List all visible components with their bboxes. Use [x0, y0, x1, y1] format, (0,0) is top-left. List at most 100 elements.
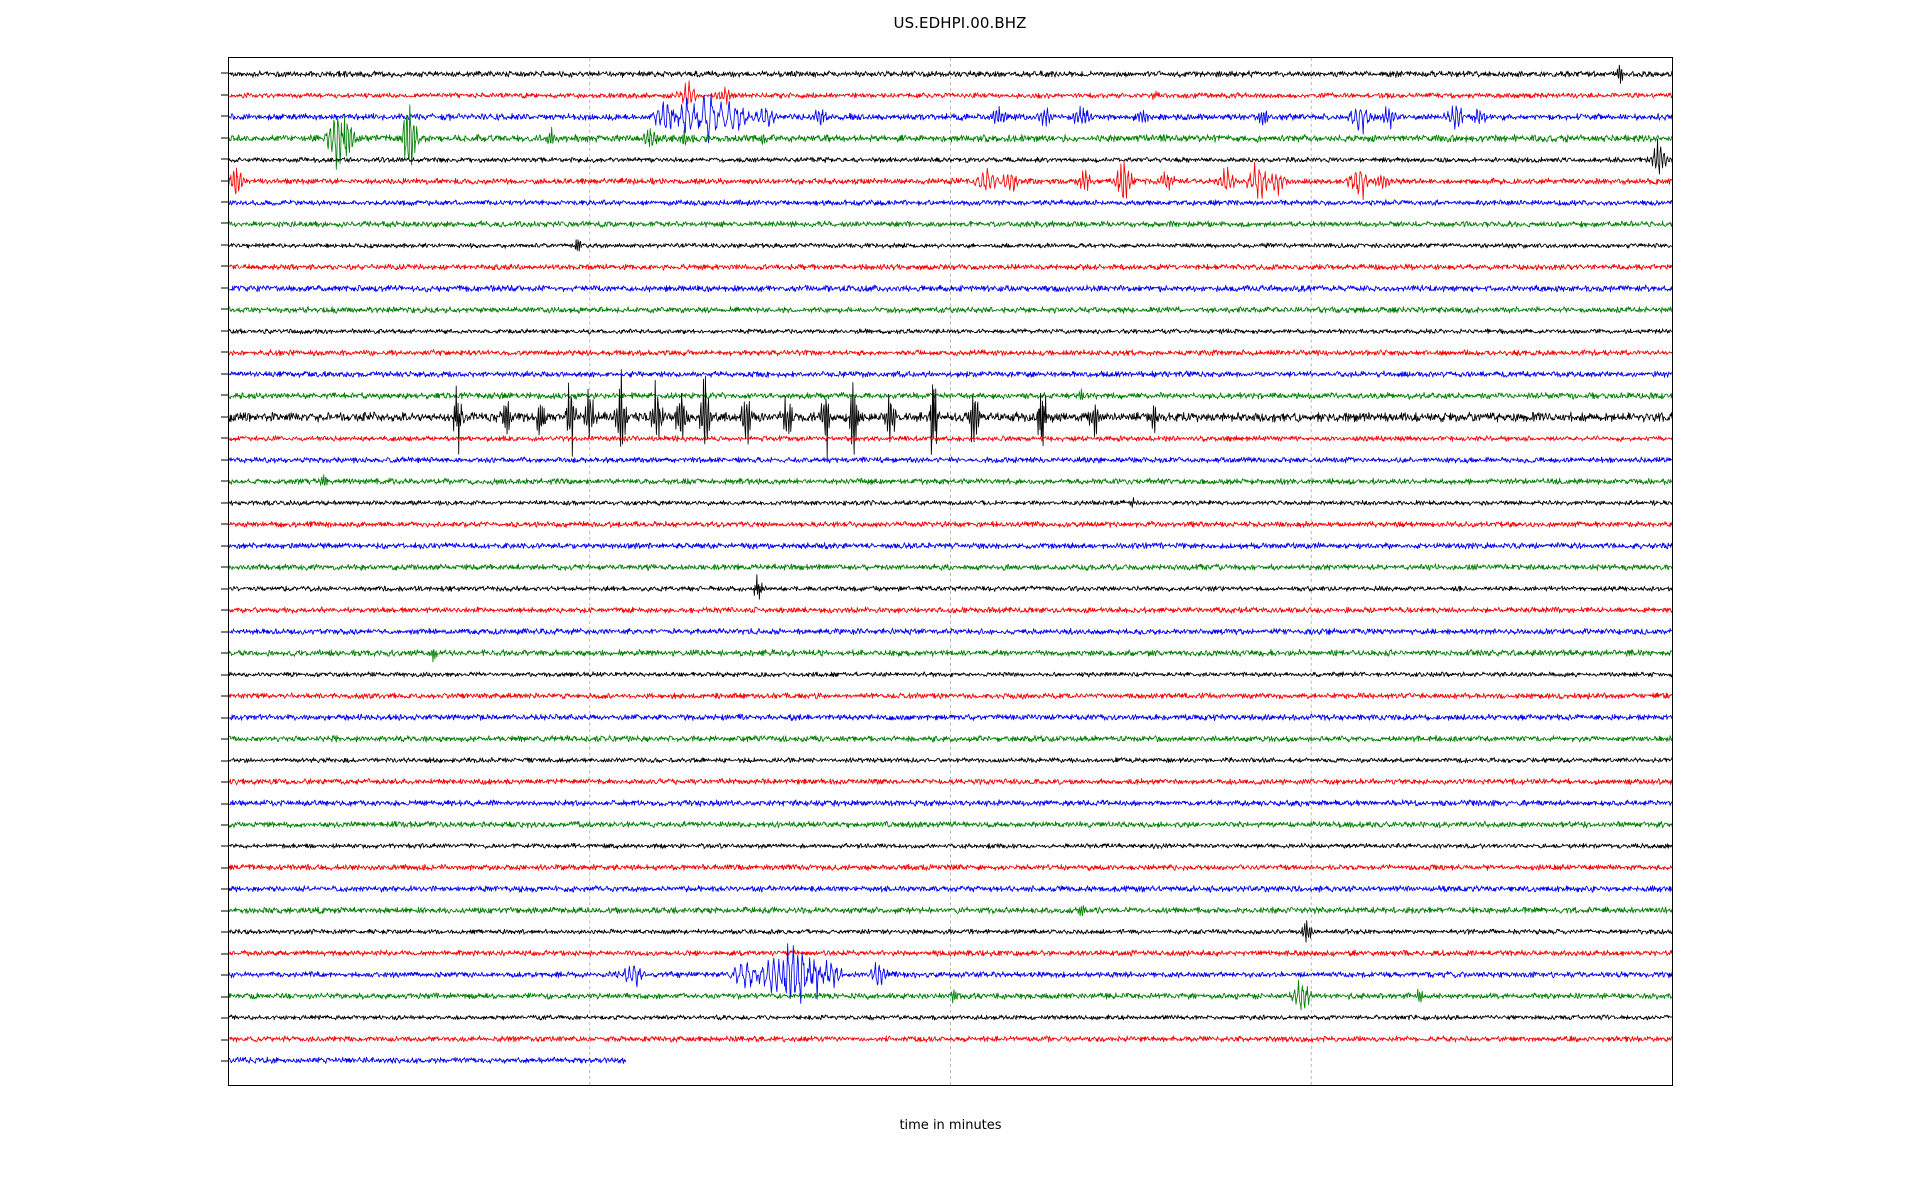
y-tick-mark [221, 974, 228, 976]
trace-line [229, 138, 1672, 175]
y-tick-mark [221, 803, 228, 804]
y-tick-mark [221, 158, 228, 160]
y-tick-mark [221, 265, 228, 267]
y-tick-mark [221, 1017, 228, 1019]
seismogram-traces [229, 58, 1672, 1085]
y-tick-mark [221, 888, 228, 890]
y-tick-mark [221, 480, 228, 482]
trace-line [229, 648, 1672, 663]
y-tick-mark [221, 631, 228, 633]
trace-line [229, 563, 1672, 571]
trace-line [229, 863, 1672, 871]
y-tick-mark [221, 523, 228, 525]
y-tick-mark [221, 609, 228, 611]
y-tick-mark [221, 910, 228, 912]
trace-line [229, 606, 1672, 614]
trace-line [229, 64, 1672, 84]
y-tick-mark [221, 845, 228, 847]
y-tick-mark [221, 1060, 228, 1062]
trace-line [229, 104, 1672, 170]
trace-line [229, 474, 1672, 486]
trace-line [229, 885, 1672, 893]
trace-line [229, 735, 1672, 743]
trace-line [229, 435, 1672, 443]
y-tick-mark [221, 201, 228, 203]
y-tick-mark [221, 373, 228, 375]
trace-line [229, 370, 1672, 378]
trace-line [229, 542, 1672, 550]
trace-line [229, 574, 1672, 600]
y-tick-mark [221, 94, 228, 96]
y-tick-mark [221, 717, 228, 719]
trace-line [229, 671, 1672, 678]
trace-line [229, 820, 1672, 829]
page-title: US.EDHPI.00.BHZ [893, 14, 1027, 32]
y-tick-mark [221, 931, 228, 933]
y-tick-mark [221, 437, 228, 439]
trace-line [229, 388, 1672, 401]
trace-line [229, 692, 1672, 700]
trace-line [229, 943, 1672, 1004]
y-tick-mark [221, 351, 228, 353]
trace-line [229, 757, 1672, 764]
trace-line [229, 220, 1672, 228]
trace-line [229, 93, 1672, 144]
y-tick-mark [221, 781, 228, 783]
y-tick-mark [221, 953, 228, 955]
trace-line [229, 1056, 627, 1064]
y-tick-mark [221, 652, 228, 654]
y-tick-mark [221, 287, 228, 289]
y-tick-mark [221, 674, 228, 676]
trace-line [229, 949, 1672, 957]
trace-line [229, 349, 1672, 357]
trace-line [229, 80, 1672, 105]
y-tick-mark [221, 996, 228, 998]
trace-line [229, 263, 1672, 271]
trace-line [229, 306, 1672, 314]
y-tick-mark [221, 566, 228, 568]
y-tick-mark [221, 824, 228, 826]
y-tick-mark [221, 72, 228, 74]
y-tick-mark [221, 222, 228, 224]
trace-line [229, 239, 1672, 252]
trace-line [229, 199, 1672, 207]
y-tick-mark [221, 1039, 228, 1041]
trace-line [229, 497, 1672, 508]
trace-line [229, 713, 1672, 722]
y-tick-mark [221, 180, 228, 182]
trace-line [229, 328, 1672, 335]
y-tick-mark [221, 545, 228, 547]
trace-line [229, 778, 1672, 786]
trace-line [229, 905, 1672, 917]
y-tick-mark [221, 244, 228, 246]
trace-line [229, 627, 1672, 636]
y-tick-mark [221, 115, 228, 117]
x-axis-tick-labels [0, 1086, 1920, 1146]
y-tick-mark [221, 308, 228, 310]
trace-line [229, 799, 1672, 807]
y-axis-tick-labels: 00:00:0901:00:0902:00:0903:00:0904:00:09… [0, 57, 228, 1086]
trace-line [229, 920, 1672, 943]
trace-line [229, 520, 1672, 528]
y-tick-mark [221, 588, 228, 590]
y-tick-mark [221, 760, 228, 762]
trace-line [229, 284, 1672, 293]
trace-line [229, 842, 1672, 850]
y-tick-mark [221, 330, 228, 332]
x-axis-title: time in minutes [899, 1118, 1002, 1133]
y-tick-mark [221, 502, 228, 504]
y-tick-mark [221, 738, 228, 740]
trace-line [229, 1035, 1672, 1043]
plot-area[interactable] [228, 57, 1673, 1086]
trace-line [229, 161, 1672, 201]
trace-line [229, 456, 1672, 464]
y-tick-mark [221, 394, 228, 396]
y-tick-mark [221, 867, 228, 869]
y-tick-mark [221, 416, 228, 418]
y-tick-mark [221, 137, 228, 139]
trace-line [229, 1014, 1672, 1021]
trace-line [229, 369, 1672, 459]
y-tick-mark [221, 695, 228, 697]
trace-line [229, 979, 1672, 1011]
